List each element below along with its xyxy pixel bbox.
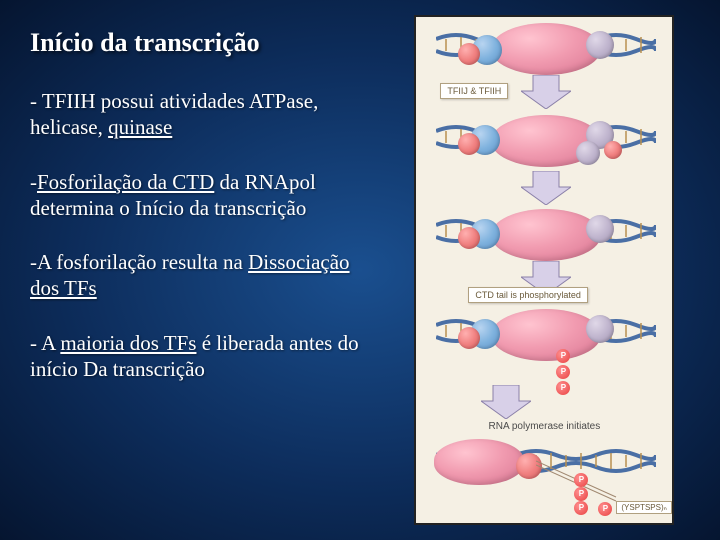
bullet-1: - TFIIH possui atividades ATPase, helica… — [30, 88, 379, 141]
figure-caption: RNA polymerase initiates — [416, 421, 672, 432]
arrow-down-icon — [521, 75, 571, 109]
ctd-tail-label: (YSPTSPS)ₙ — [616, 501, 671, 514]
phosphate-icon: P — [556, 365, 570, 379]
bullet-2-underline: Fosforilação da CTD — [37, 170, 214, 194]
bullet-1-text: - TFIIH possui atividades ATPase, helica… — [30, 89, 318, 139]
phosphate-icon: P — [556, 381, 570, 395]
polymerase-complex-2 — [466, 111, 626, 167]
bullet-4-underline: maioria dos TFs — [60, 331, 196, 355]
text-panel: Início da transcrição - TFIIH possui ati… — [0, 0, 389, 540]
figure-label-2: CTD tail is phosphorylated — [468, 287, 588, 303]
bullet-3: -A fosforilação resulta na Dissociação d… — [30, 249, 379, 302]
slide: Início da transcrição - TFIIH possui ati… — [0, 0, 720, 540]
polymerase-complex-1 — [466, 19, 626, 75]
figure-panel: TFIIJ & TFIIH — [389, 0, 720, 540]
transcription-figure: TFIIJ & TFIIH — [414, 15, 674, 525]
bullet-4: - A maioria dos TFs é liberada antes do … — [30, 330, 379, 383]
polymerase-complex-4 — [466, 305, 626, 361]
bullet-3-prefix: -A fosforilação resulta na — [30, 250, 248, 274]
slide-title: Início da transcrição — [30, 28, 379, 58]
figure-label-1: TFIIJ & TFIIH — [440, 83, 508, 99]
polymerase-complex-3 — [466, 205, 626, 261]
arrow-down-icon — [521, 171, 571, 205]
arrow-down-icon — [481, 385, 531, 419]
bullet-1-underline: quinase — [108, 115, 172, 139]
bullet-4-prefix: - A — [30, 331, 60, 355]
bullet-2: -Fosforilação da CTD da RNApol determina… — [30, 169, 379, 222]
bullet-2-prefix: - — [30, 170, 37, 194]
